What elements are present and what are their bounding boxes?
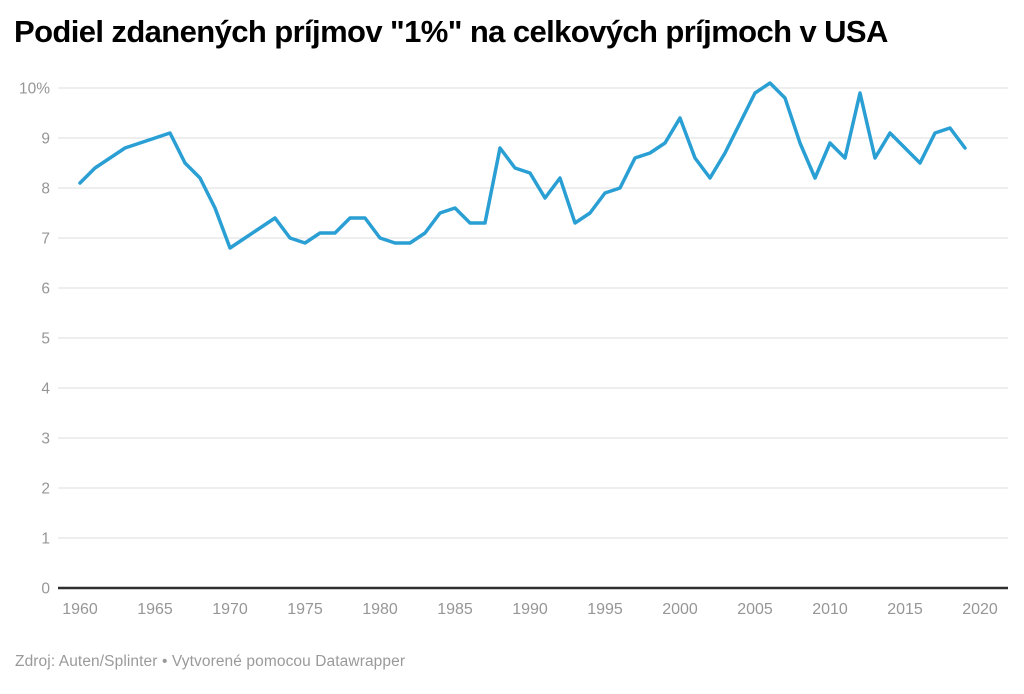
- x-tick-label: 2015: [887, 601, 923, 618]
- source-note: Zdroj: Auten/Splinter • Vytvorené pomoco…: [15, 653, 406, 670]
- chart-title: Podiel zdanených príjmov "1%" na celkový…: [14, 14, 888, 49]
- x-tick-label: 2010: [812, 601, 848, 618]
- y-tick-label: 3: [41, 431, 50, 448]
- y-tick-label: 2: [41, 481, 50, 498]
- x-tick-label: 1980: [362, 601, 398, 618]
- y-tick-label: 0: [41, 581, 50, 598]
- x-tick-label: 1995: [587, 601, 623, 618]
- y-tick-label: 8: [41, 181, 50, 198]
- series-group: [78, 81, 967, 250]
- x-tick-label: 2005: [737, 601, 773, 618]
- x-tick-label: 2020: [962, 601, 998, 618]
- y-gridlines-group: [58, 87, 1008, 590]
- x-tick-label: 1965: [137, 601, 173, 618]
- x-tick-label: 1985: [437, 601, 473, 618]
- y-tick-label: 6: [41, 281, 50, 298]
- x-tick-labels-group: 1960 1965 1970 1975 1980 1985 1990 1995 2000 2005…: [62, 601, 998, 618]
- x-tick-label: 2000: [662, 601, 698, 618]
- series-line: [78, 81, 967, 250]
- y-tick-label: 9: [41, 131, 50, 148]
- x-tick-label: 1990: [512, 601, 548, 618]
- x-tick-label: 1975: [287, 601, 323, 618]
- y-tick-labels-group: 10% 9 8 7 6 5 4 3 2 1 0: [19, 81, 50, 598]
- y-tick-label: 10%: [19, 81, 50, 98]
- y-tick-label: 5: [41, 331, 50, 348]
- y-tick-label: 7: [41, 231, 50, 248]
- y-tick-label: 1: [41, 531, 50, 548]
- x-tick-label: 1970: [212, 601, 248, 618]
- y-tick-label: 4: [41, 381, 50, 398]
- x-tick-label: 1960: [62, 601, 98, 618]
